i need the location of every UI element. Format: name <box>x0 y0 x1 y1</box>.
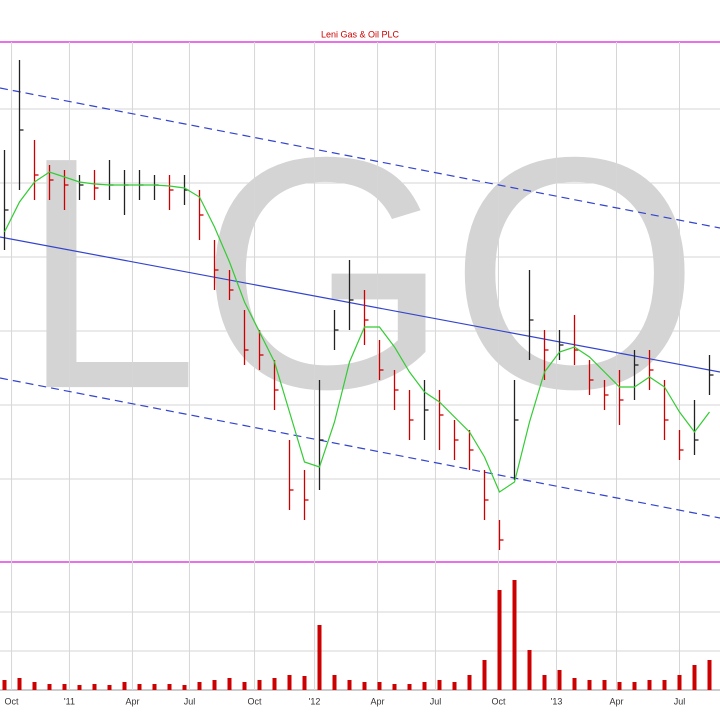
x-tick-label: Oct <box>248 696 263 706</box>
volume-bar <box>152 684 157 690</box>
moving-average <box>3 171 710 493</box>
volume-bar <box>587 680 592 690</box>
volume-bar <box>527 650 532 690</box>
volume-bar <box>212 680 217 690</box>
volume-bar <box>707 660 712 690</box>
volume-bar <box>287 675 292 690</box>
volume-bar <box>602 680 607 690</box>
volume-bar <box>17 678 22 690</box>
volume-bar <box>377 682 382 690</box>
volume-bar <box>617 682 622 690</box>
volume-bar <box>452 682 457 690</box>
volume-bar <box>647 680 652 690</box>
volume-bar <box>2 680 7 690</box>
volume-bar <box>167 684 172 690</box>
volume-bar <box>407 684 412 690</box>
volume-bar <box>92 684 97 690</box>
volume-bar <box>662 680 667 690</box>
volume-bar <box>107 685 112 690</box>
title-bar <box>0 28 720 42</box>
x-tick-label: Jul <box>674 696 686 706</box>
x-tick-label: Oct <box>491 696 506 706</box>
volume-bar <box>62 684 67 690</box>
trendline <box>0 87 720 229</box>
volume-bar <box>257 680 262 690</box>
x-tick-label: Oct <box>5 696 20 706</box>
volume-bar <box>317 625 322 690</box>
volume-bar <box>362 682 367 690</box>
volume-bar <box>437 680 442 690</box>
volume-bar <box>677 675 682 690</box>
x-tick-label: Apr <box>609 696 623 706</box>
volume-bar <box>632 682 637 690</box>
volume-bar <box>467 675 472 690</box>
x-tick-label: Apr <box>371 696 385 706</box>
x-tick-label: '12 <box>309 696 321 706</box>
volume-bar <box>77 685 82 690</box>
volume-bar <box>512 580 517 690</box>
volume-bar <box>692 665 697 690</box>
volume-bar <box>572 678 577 690</box>
volume-bar <box>422 682 427 690</box>
h-grid <box>0 108 720 652</box>
volume-bar <box>122 682 127 690</box>
volume-bar <box>557 670 562 690</box>
trendline <box>0 377 720 519</box>
volume-bar <box>497 590 502 690</box>
x-tick-label: Jul <box>430 696 442 706</box>
volume-bar <box>242 682 247 690</box>
volume-bar <box>137 684 142 690</box>
volume-bar <box>482 660 487 690</box>
volume-bar <box>542 675 547 690</box>
volume-bar <box>182 685 187 690</box>
volume-bar <box>392 684 397 690</box>
volume-bar <box>32 682 37 690</box>
volume-bar <box>347 680 352 690</box>
volume-bar <box>197 682 202 690</box>
x-tick-label: '11 <box>64 696 75 706</box>
volume-bar <box>227 678 232 690</box>
x-tick-label: Jul <box>184 696 196 706</box>
volume-bar <box>47 684 52 690</box>
volume-bar <box>302 676 307 690</box>
volume-bar <box>332 675 337 690</box>
x-tick-label: '13 <box>551 696 563 706</box>
watermark: LGO <box>20 88 700 457</box>
trendline <box>0 236 720 373</box>
x-tick-label: Apr <box>125 696 139 706</box>
volume-bar <box>272 678 277 690</box>
chart-title: Leni Gas & Oil PLC <box>321 29 400 39</box>
